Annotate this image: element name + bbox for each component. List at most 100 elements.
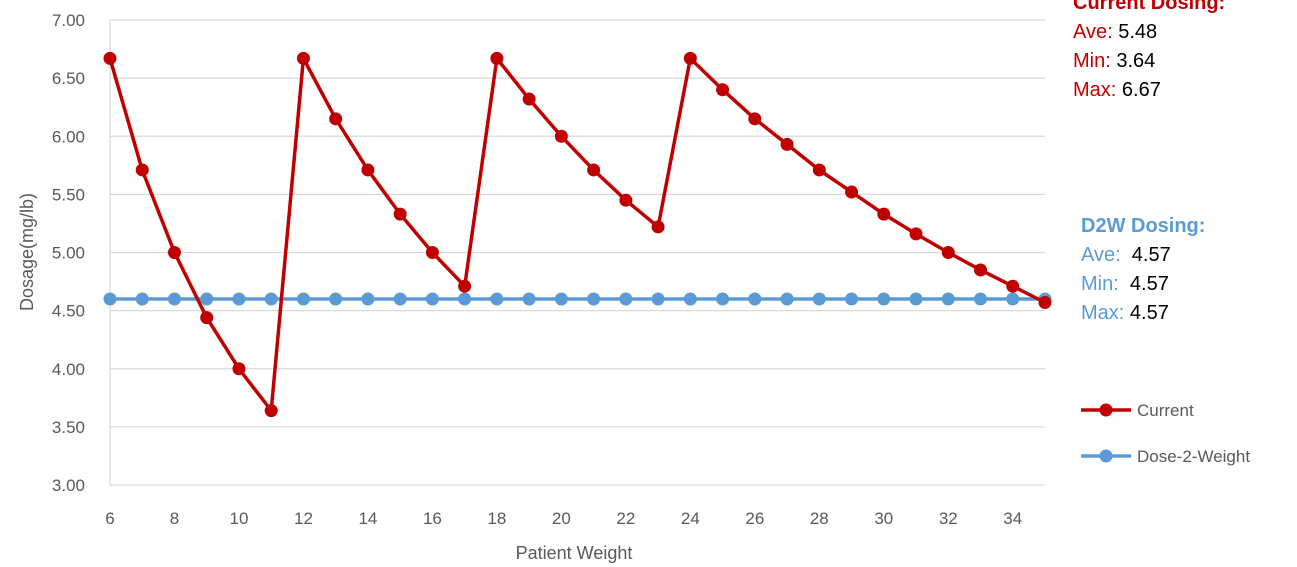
d2w-ave-value: 4.57 [1131, 244, 1171, 266]
current-point [812, 163, 826, 177]
current-max-row: Max: 6.67 [1073, 76, 1225, 105]
x-tick-label: 22 [616, 509, 635, 528]
legend-label: Current [1137, 401, 1194, 420]
legend-swatch-marker [1099, 403, 1113, 417]
dose-2-weight-point [329, 292, 343, 306]
current-point [425, 246, 439, 259]
current-point [329, 112, 343, 126]
dose-2-weight-point [522, 292, 536, 306]
current-point [167, 246, 181, 259]
dose-2-weight-point [232, 292, 246, 306]
current-point [103, 51, 117, 65]
current-point [974, 263, 988, 277]
y-tick-label: 5.50 [52, 185, 85, 204]
dose-2-weight-point [683, 292, 697, 306]
dose-2-weight-point [651, 292, 665, 306]
d2w-min-row: Min: 4.57 [1081, 270, 1205, 299]
current-point [780, 137, 794, 151]
current-point [748, 112, 762, 126]
x-tick-label: 28 [810, 509, 829, 528]
d2w-dosing-heading: D2W Dosing: [1081, 215, 1206, 237]
x-tick-label: 6 [105, 509, 114, 528]
current-max-value: 6.67 [1121, 79, 1161, 101]
current-point [232, 362, 246, 376]
legend: Current Dose-2-Weight [1081, 401, 1250, 466]
current-line [108, 56, 1046, 413]
dose-2-weight-point [812, 292, 826, 306]
series-layer [103, 51, 1052, 418]
dose-2-weight-point [619, 292, 633, 306]
y-tick-label: 3.00 [52, 476, 85, 495]
current-point [554, 129, 568, 143]
x-tick-label: 8 [170, 509, 179, 528]
y-tick-label: 5.00 [52, 244, 85, 263]
current-min-value: 3.64 [1116, 50, 1156, 72]
current-series [103, 51, 1052, 418]
dose-2-weight-point [425, 292, 439, 306]
current-point [361, 163, 375, 177]
current-max-label: Max: [1073, 79, 1117, 101]
d2w-min-value: 4.57 [1129, 273, 1169, 295]
x-tick-label: 24 [681, 509, 700, 528]
dose-2-weight-series [103, 292, 1052, 306]
d2w-ave-label: Ave: [1081, 244, 1121, 266]
current-point [1038, 295, 1052, 309]
current-point [135, 163, 149, 177]
current-point [845, 185, 859, 199]
current-point [1006, 279, 1020, 293]
current-ave-row: Ave: 5.48 [1073, 18, 1225, 47]
x-tick-label: 32 [939, 509, 958, 528]
y-tick-label: 7.00 [52, 11, 85, 30]
current-min-label: Min: [1073, 50, 1111, 72]
y-tick-label: 4.00 [52, 360, 85, 379]
dose-2-weight-point [877, 292, 891, 306]
x-tick-label: 12 [294, 509, 313, 528]
dose-2-weight-point [909, 292, 923, 306]
d2w-ave-row: Ave: 4.57 [1081, 241, 1205, 270]
legend-item-dose-2-weight: Dose-2-Weight [1081, 447, 1250, 466]
current-point [877, 207, 891, 221]
dose-2-weight-point [490, 292, 504, 306]
x-tick-label: 14 [358, 509, 377, 528]
y-axis: 3.00 3.50 4.00 4.50 5.00 5.50 6.00 6.50 7.00 [52, 11, 85, 495]
current-ave-label: Ave: [1073, 21, 1113, 43]
dose-2-weight-point [135, 292, 149, 306]
current-point [296, 51, 310, 65]
dose-2-weight-point [716, 292, 730, 306]
current-point [941, 246, 955, 259]
dose-2-weight-point [974, 292, 988, 306]
current-point [490, 51, 504, 65]
dose-2-weight-point [296, 292, 310, 306]
dose-2-weight-point [941, 292, 955, 306]
legend-swatch-marker [1099, 449, 1113, 463]
dose-2-weight-point [264, 292, 278, 306]
d2w-dosing-stats: D2W Dosing: Ave: 4.57 Min: 4.57 Max: 4.5… [1081, 212, 1205, 328]
dose-2-weight-point [361, 292, 375, 306]
current-point [716, 83, 730, 97]
dose-2-weight-point [103, 292, 117, 306]
x-tick-label: 18 [487, 509, 506, 528]
d2w-max-row: Max: 4.57 [1081, 299, 1205, 328]
current-ave-value: 5.48 [1118, 21, 1158, 43]
current-point [619, 193, 633, 207]
x-axis-title: Patient Weight [516, 543, 633, 563]
dose-2-weight-point [780, 292, 794, 306]
current-point [200, 311, 214, 325]
legend-label: Dose-2-Weight [1137, 447, 1250, 466]
current-point [393, 207, 407, 221]
current-min-row: Min: 3.64 [1073, 47, 1225, 76]
dose-2-weight-point [554, 292, 568, 306]
current-point [522, 92, 536, 106]
x-tick-label: 34 [1003, 509, 1022, 528]
current-dosing-heading: Current Dosing: [1073, 0, 1226, 14]
x-tick-label: 26 [745, 509, 764, 528]
dose-2-weight-point [1006, 292, 1020, 306]
d2w-max-value: 4.57 [1129, 302, 1169, 324]
gridlines [109, 19, 1045, 486]
x-tick-label: 16 [423, 509, 442, 528]
current-point [458, 279, 472, 293]
current-point [909, 227, 923, 241]
x-tick-label: 20 [552, 509, 571, 528]
y-tick-label: 6.50 [52, 69, 85, 88]
